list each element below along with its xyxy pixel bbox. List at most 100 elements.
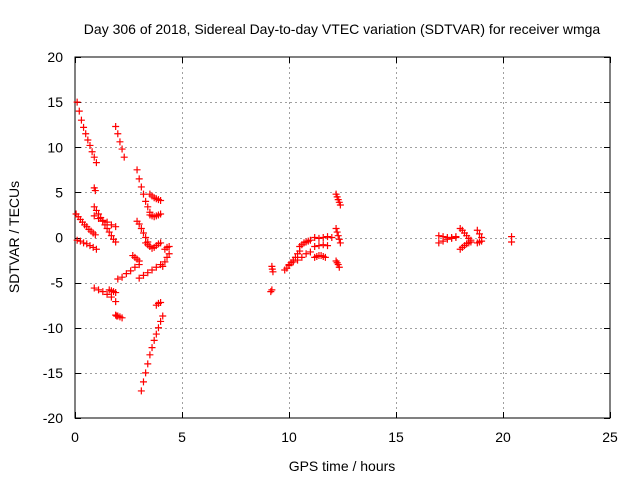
y-tick-label: -10 (43, 320, 63, 336)
data-point (268, 286, 276, 294)
x-tick-label: 5 (178, 429, 186, 445)
data-point (148, 344, 156, 352)
data-point (112, 223, 120, 231)
data-point (152, 263, 160, 271)
data-point (324, 233, 332, 241)
data-point (139, 229, 147, 237)
data-point (92, 245, 100, 253)
data-point (90, 153, 98, 161)
data-point (336, 239, 344, 247)
data-point (146, 351, 154, 359)
data-point (107, 232, 115, 240)
y-tick-label: 0 (55, 230, 63, 246)
data-point (73, 236, 81, 244)
data-point (75, 107, 83, 115)
data-point (80, 239, 88, 247)
data-point (77, 116, 85, 124)
data-point (135, 175, 143, 183)
data-point (315, 242, 323, 250)
data-point (157, 298, 165, 306)
data-point (321, 253, 329, 261)
data-point (135, 257, 143, 265)
data-point (92, 159, 100, 167)
x-tick-label: 15 (388, 429, 404, 445)
data-point (86, 242, 94, 250)
data-point (452, 234, 460, 241)
data-point (92, 206, 100, 214)
data-point (294, 256, 302, 264)
data-point (86, 141, 94, 149)
x-axis-label: GPS time / hours (289, 458, 396, 474)
data-point (114, 275, 122, 283)
data-point (475, 230, 483, 238)
data-point (448, 234, 456, 242)
data-point (144, 269, 152, 277)
y-tick-label: 15 (47, 94, 63, 110)
data-point (332, 224, 340, 232)
data-point (83, 240, 91, 248)
data-point (150, 336, 158, 344)
axis-ticks: 0 5 10 15 20 25 -20 -15 -10 -5 0 5 10 15 20 (43, 49, 618, 445)
data-point (467, 238, 475, 246)
data-point (473, 226, 481, 234)
plot-frame (74, 56, 611, 419)
data-point (105, 228, 113, 236)
data-point (439, 233, 447, 241)
data-point (127, 267, 135, 275)
data-point (435, 239, 443, 247)
data-point (112, 298, 120, 306)
data-point (89, 243, 97, 251)
data-point (159, 312, 167, 320)
data-point (73, 98, 81, 106)
data-points (72, 98, 516, 395)
data-point (334, 232, 342, 240)
data-point (285, 261, 293, 269)
data-point (118, 314, 126, 322)
data-point (157, 239, 165, 247)
data-point (90, 212, 98, 220)
data-point (99, 288, 107, 296)
data-point (328, 234, 336, 241)
data-point (508, 238, 516, 246)
data-point (131, 263, 139, 271)
data-point (319, 234, 327, 241)
data-point (112, 238, 120, 246)
x-tick-label: 0 (71, 429, 79, 445)
data-point (99, 216, 107, 224)
data-point (144, 203, 152, 211)
data-point (135, 220, 143, 228)
data-point (298, 253, 306, 261)
grid-lines (75, 57, 610, 418)
data-point (120, 153, 128, 161)
data-point (90, 203, 98, 211)
data-point (311, 243, 319, 251)
data-point (84, 136, 92, 144)
data-point (88, 148, 96, 156)
data-point (157, 196, 165, 204)
data-point (333, 228, 341, 236)
data-point (306, 248, 314, 256)
data-point (137, 224, 145, 232)
data-point (302, 250, 310, 258)
data-point (165, 243, 173, 251)
data-point (103, 290, 111, 298)
data-point (311, 234, 319, 241)
data-point (122, 270, 130, 278)
data-point (142, 197, 150, 205)
data-point (107, 221, 115, 229)
data-point (118, 273, 126, 281)
y-tick-label: 10 (47, 139, 63, 155)
y-tick-label: -20 (43, 410, 63, 426)
x-tick-label: 10 (281, 429, 297, 445)
data-point (269, 268, 277, 276)
data-point (144, 360, 152, 368)
data-point (139, 190, 147, 198)
data-point (267, 288, 275, 296)
data-point (315, 234, 323, 242)
data-point (112, 122, 120, 130)
data-point (335, 263, 343, 271)
data-point (91, 187, 99, 195)
data-point (135, 274, 143, 282)
data-point (112, 289, 120, 297)
